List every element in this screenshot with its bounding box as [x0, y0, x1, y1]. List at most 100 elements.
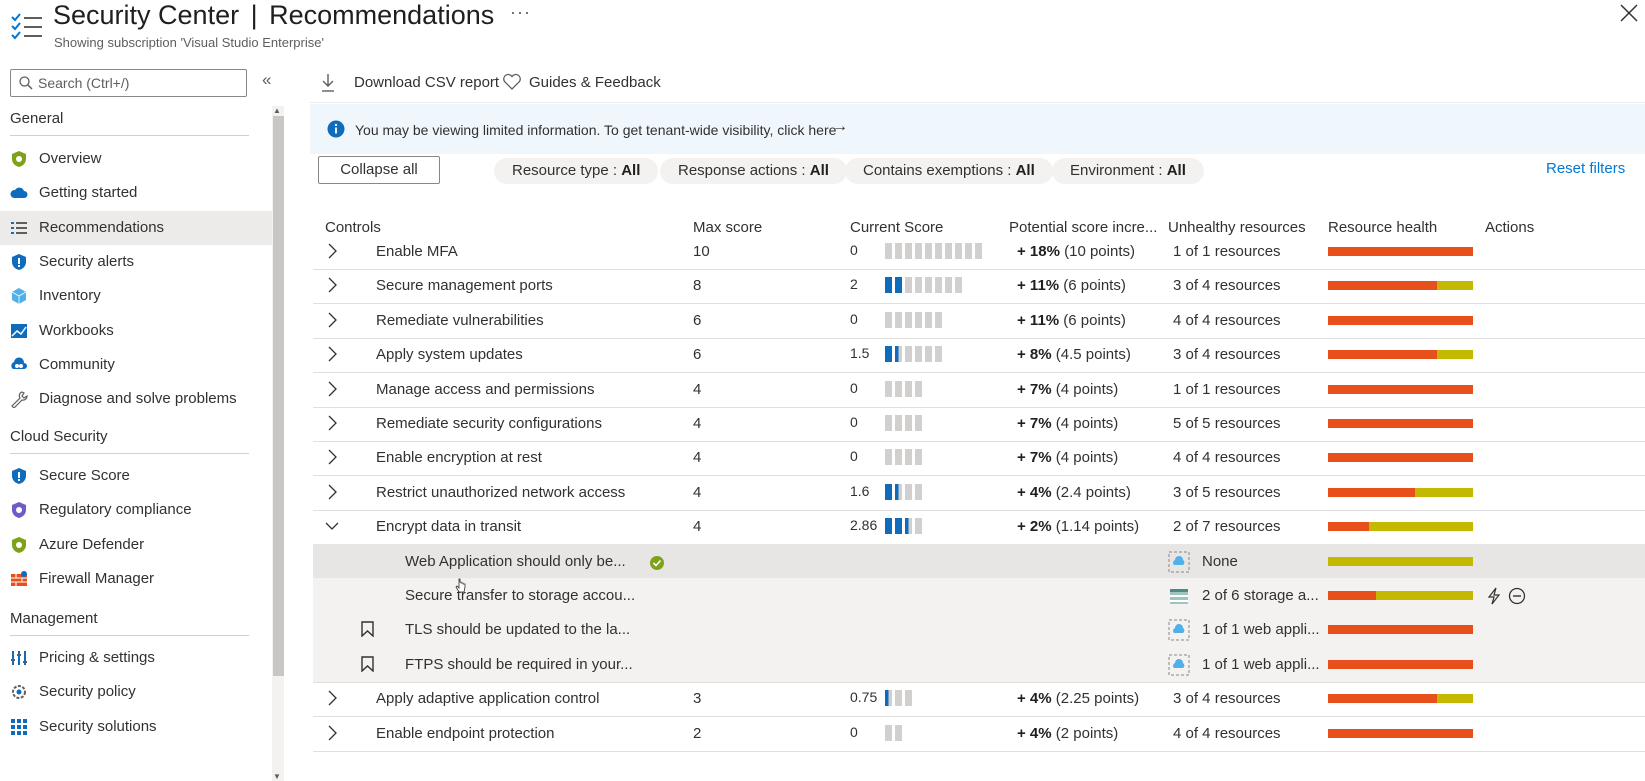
recommendation-row[interactable]: Secure transfer to storage accou... 2 of …: [313, 578, 1645, 614]
filter-pill-response-actions[interactable]: Response actions : All: [660, 158, 847, 184]
recommendation-name[interactable]: Secure transfer to storage accou...: [405, 587, 636, 604]
recommendation-name[interactable]: Web Application should only be...: [405, 552, 626, 570]
web-app-icon: [1168, 654, 1190, 676]
potential-percent: + 4%: [1017, 483, 1052, 501]
recommendation-row[interactable]: FTPS should be required in your... 1 of 1…: [313, 646, 1645, 683]
sidebar-item-community[interactable]: Community: [0, 348, 272, 382]
unhealthy-resources: 3 of 5 resources: [1173, 483, 1281, 501]
info-banner[interactable]: You may be viewing limited information. …: [310, 104, 1645, 154]
potential-percent: + 4%: [1017, 724, 1052, 742]
chevron-right-icon[interactable]: [325, 724, 339, 742]
recommendation-name[interactable]: TLS should be updated to the la...: [405, 621, 631, 639]
recommendation-row[interactable]: Web Application should only be... None: [313, 543, 1645, 580]
potential-points: (4.5 points): [1051, 346, 1131, 364]
sidebar-item-security-solutions[interactable]: Security solutions: [0, 710, 272, 744]
quick-fix-icon[interactable]: [1485, 587, 1503, 605]
column-header-potential-increase[interactable]: Potential score incre...: [1009, 219, 1158, 236]
scroll-down-icon[interactable]: ▼: [273, 772, 281, 781]
control-row[interactable]: Enable MFA 10 0 + 18% (10 points) 1 of 1 res…: [313, 234, 1645, 270]
sidebar-scrollbar[interactable]: ▲ ▼: [272, 106, 284, 781]
close-icon[interactable]: [1618, 2, 1640, 24]
control-row[interactable]: Manage access and permissions 4 0 + 7% (4 p…: [313, 372, 1645, 408]
sidebar-item-label: Firewall Manager: [39, 569, 155, 587]
shield-blue-icon: [12, 253, 26, 270]
collapse-sidebar-button[interactable]: «: [262, 70, 272, 89]
control-row[interactable]: Apply adaptive application control 3 0.75 +…: [313, 681, 1645, 718]
recommendation-name[interactable]: FTPS should be required in your...: [405, 655, 633, 673]
chevron-right-icon[interactable]: [325, 276, 339, 294]
guides-feedback-button[interactable]: Guides & Feedback: [502, 70, 682, 98]
exempt-icon[interactable]: [1508, 587, 1526, 605]
more-options-button[interactable]: ···: [510, 2, 531, 22]
column-header-current-score[interactable]: Current Score: [850, 219, 944, 236]
heart-icon: [503, 73, 521, 90]
sidebar-item-label: Pricing & settings: [39, 649, 155, 666]
sidebar-item-overview[interactable]: Overview: [0, 142, 272, 176]
score-segment: [915, 449, 922, 466]
column-header-resource-health[interactable]: Resource health: [1328, 219, 1438, 236]
sidebar-item-recommendations[interactable]: Recommendations: [0, 210, 272, 245]
recommendation-row[interactable]: TLS should be updated to the la... 1 of 1…: [313, 612, 1645, 649]
control-row[interactable]: Remediate security configurations 4 0 + 7% …: [313, 406, 1645, 442]
resource-health-bar: [1328, 315, 1473, 325]
sidebar-item-azure-defender[interactable]: Azure Defender: [0, 528, 272, 562]
reset-filters-link[interactable]: Reset filters: [1546, 160, 1626, 177]
chevron-right-icon[interactable]: [325, 448, 339, 466]
filter-pill-resource-type[interactable]: Resource type : All: [494, 158, 659, 184]
sidebar-item-label: Recommendations: [39, 218, 165, 236]
filter-pill-contains-exemptions[interactable]: Contains exemptions : All: [845, 158, 1053, 184]
control-row[interactable]: Remediate vulnerabilities 6 0 + 11% (6 poin…: [313, 303, 1645, 339]
chevron-right-icon[interactable]: [325, 311, 339, 329]
chevron-right-icon[interactable]: [325, 483, 339, 501]
resource-health-bar: [1328, 384, 1473, 394]
scrollbar-thumb[interactable]: [273, 116, 284, 676]
score-segment: [885, 724, 892, 741]
search-placeholder: Search (Ctrl+/): [38, 75, 130, 91]
control-row[interactable]: Enable endpoint protection 2 0 + 4% (2 poin…: [313, 716, 1645, 752]
download-csv-button[interactable]: Download CSV report: [320, 70, 500, 98]
control-row[interactable]: Enable encryption at rest 4 0 + 7% (4 point…: [313, 440, 1645, 477]
chevron-right-icon[interactable]: [325, 414, 339, 432]
score-segment: [895, 380, 902, 397]
arrow-right-icon[interactable]: →: [832, 118, 848, 135]
potential-score-increase: + 8% (4.5 points): [1017, 346, 1131, 363]
sidebar-item-firewall-manager[interactable]: Firewall Manager: [0, 562, 272, 596]
sidebar-item-getting-started[interactable]: Getting started: [0, 176, 272, 210]
search-input[interactable]: Search (Ctrl+/): [10, 69, 247, 97]
chevron-right-icon[interactable]: [325, 242, 339, 260]
sidebar-item-label: Overview: [39, 150, 102, 167]
control-name: Enable encryption at rest: [376, 449, 542, 467]
unhealthy-resources: 3 of 4 resources: [1173, 346, 1281, 364]
unhealthy-fill: [1328, 625, 1473, 635]
control-row[interactable]: Apply system updates 6 1.5 + 8% (4.5 points…: [313, 337, 1645, 374]
scroll-up-icon[interactable]: ▲: [273, 106, 281, 115]
sidebar-item-workbooks[interactable]: Workbooks: [0, 314, 272, 348]
unhealthy-fill: [1328, 522, 1370, 532]
control-row[interactable]: Secure management ports 8 2 + 11% (6 points…: [313, 268, 1645, 305]
column-header-unhealthy-resources[interactable]: Unhealthy resources: [1168, 219, 1306, 236]
score-segment: [905, 415, 912, 431]
control-row[interactable]: Restrict unauthorized network access 4 1.6…: [313, 475, 1645, 511]
collapse-all-button[interactable]: Collapse all: [318, 156, 440, 184]
chevron-right-icon[interactable]: [325, 345, 339, 363]
current-score: 2: [850, 276, 858, 293]
sidebar-item-secure-score[interactable]: Secure Score: [0, 459, 272, 493]
unhealthy-resources: 2 of 6 storage a...: [1202, 587, 1319, 604]
chevron-down-icon[interactable]: [325, 517, 339, 535]
sidebar-item-diagnose-and-solve-problems[interactable]: Diagnose and solve problems: [0, 382, 272, 416]
resource-health-bar: [1328, 453, 1473, 463]
sidebar-item-pricing-settings[interactable]: Pricing & settings: [0, 641, 272, 675]
sidebar-item-inventory[interactable]: Inventory: [0, 279, 272, 313]
sidebar-item-security-alerts[interactable]: Security alerts: [0, 245, 272, 279]
potential-points: (2.25 points): [1051, 690, 1140, 708]
control-row[interactable]: Encrypt data in transit 4 2.86 + 2% (1.14 p…: [313, 509, 1645, 546]
unhealthy-resources: None: [1202, 552, 1238, 570]
chevron-right-icon[interactable]: [325, 689, 339, 707]
sidebar-item-regulatory-compliance[interactable]: Regulatory compliance: [0, 493, 272, 527]
chevron-right-icon[interactable]: [325, 380, 339, 398]
column-header-max-score[interactable]: Max score: [693, 219, 763, 236]
sidebar-item-security-policy[interactable]: Security policy: [0, 675, 272, 709]
column-header-controls[interactable]: Controls: [325, 219, 381, 236]
filter-pill-environment[interactable]: Environment : All: [1052, 158, 1204, 184]
sidebar-item-label: Security policy: [39, 683, 136, 701]
